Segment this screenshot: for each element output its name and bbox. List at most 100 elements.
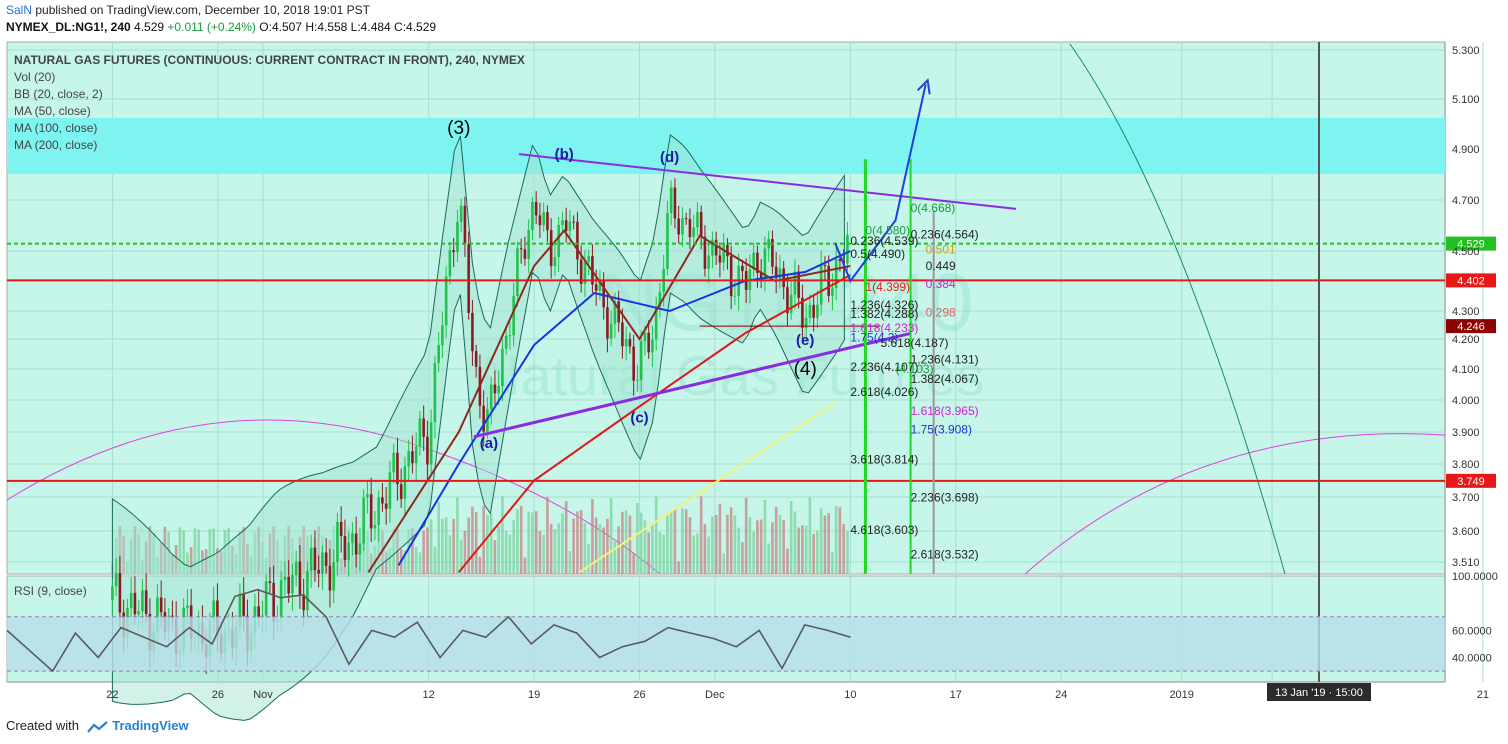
volume-bar — [429, 519, 433, 574]
candle-body — [628, 338, 632, 347]
projection-arrowhead — [916, 78, 931, 95]
candle-body — [636, 379, 639, 381]
volume-bar — [564, 501, 568, 574]
x-tick-label: 12 — [423, 689, 435, 701]
candle-body — [366, 494, 369, 498]
tradingview-brand[interactable]: TradingView — [112, 718, 189, 733]
candle-body — [392, 452, 395, 473]
triangle-lower-line — [473, 331, 911, 439]
rsi-title[interactable]: RSI (9, close) — [14, 584, 87, 598]
rsi-tick-label: 40.0000 — [1452, 653, 1492, 665]
fib-label: 1.75(4.2) — [850, 331, 898, 345]
fib-label: 0.384 — [926, 277, 956, 291]
author-link[interactable]: SalN — [6, 3, 33, 17]
legend-ma100[interactable]: MA (100, close) — [14, 121, 97, 135]
volume-bar — [756, 520, 759, 574]
fib-label: 0.298 — [926, 305, 956, 319]
volume-bar — [632, 554, 635, 574]
candle-body — [504, 335, 508, 349]
fib-label: 0.449 — [926, 259, 956, 273]
candle-body — [774, 266, 778, 279]
projection-path — [834, 84, 927, 284]
volume-bar — [816, 530, 819, 574]
volume-bar — [643, 520, 647, 574]
fib-arc-right — [1024, 433, 1446, 575]
wave-label: (d) — [660, 149, 679, 166]
candle-body — [339, 521, 343, 537]
candle-body — [587, 256, 590, 262]
legend-vol[interactable]: Vol (20) — [14, 70, 55, 84]
volume-bar — [459, 539, 463, 574]
candle-body — [437, 345, 440, 363]
volume-bar — [673, 509, 677, 574]
candle-body — [279, 580, 283, 620]
volume-bar — [553, 528, 557, 574]
candle-body — [343, 536, 347, 560]
ma-yellow-line — [578, 402, 836, 574]
volume-bar — [193, 528, 197, 574]
volume-bar — [831, 552, 834, 574]
candle-body — [309, 547, 313, 571]
candle-body — [441, 325, 444, 346]
candle-body — [369, 494, 373, 529]
candle-body — [834, 259, 838, 289]
candle-body — [553, 256, 557, 267]
candle-body — [729, 256, 733, 297]
candle-body — [523, 249, 527, 259]
volume-bar — [501, 496, 504, 574]
candle-body — [159, 597, 163, 613]
volume-bar — [651, 525, 654, 574]
volume-bar — [437, 501, 440, 574]
volume-bar — [384, 551, 388, 574]
candle-body — [141, 590, 144, 612]
candle-body — [426, 436, 429, 465]
candle-body — [579, 259, 583, 284]
candle-body — [752, 252, 755, 270]
candle-body — [294, 561, 298, 576]
volume-bar — [636, 502, 639, 574]
volume-bar — [654, 496, 658, 574]
candle-body — [647, 332, 650, 353]
candle-body — [711, 239, 714, 256]
fib-label: 1.236(4.131) — [911, 353, 979, 367]
candle-body — [129, 592, 133, 609]
fib-labels: 0(4.580)0(4.668) 0.236(4.564)0.236(4.539)… — [850, 201, 978, 561]
chart-title: NATURAL GAS FUTURES (CONTINUOUS: CURRENT… — [14, 53, 525, 67]
legend-ma200[interactable]: MA (200, close) — [14, 138, 97, 152]
candle-body — [396, 452, 399, 485]
volume-bar — [504, 531, 508, 574]
moving-averages — [367, 228, 851, 573]
volume-bar — [411, 528, 414, 574]
volume-bar — [208, 529, 212, 574]
volume-bar — [482, 506, 485, 574]
volume-bar — [519, 506, 523, 574]
ma200-line — [458, 274, 851, 573]
volume-bar — [782, 519, 785, 574]
candle-body — [546, 212, 549, 231]
volume-bar — [433, 546, 437, 574]
volume-bar — [812, 534, 815, 574]
legend-ma50[interactable]: MA (50, close) — [14, 104, 91, 118]
candle-body — [576, 221, 579, 260]
volume-bar — [639, 512, 643, 574]
volume-bar — [688, 517, 692, 574]
x-tick-label: 17 — [950, 689, 962, 701]
last-price: 4.529 — [134, 20, 165, 34]
volume-bar — [666, 513, 669, 574]
volume-bar — [778, 514, 782, 574]
fib-label: 0(4.580) — [865, 224, 910, 238]
candle-body — [508, 335, 512, 337]
volume-bar — [692, 535, 695, 574]
candle-body — [632, 346, 635, 381]
volume-bar — [531, 512, 534, 574]
volume-bar — [403, 550, 407, 574]
candle-body — [759, 272, 763, 279]
candle-body — [388, 472, 392, 509]
candle-body — [317, 569, 320, 574]
candle-body — [414, 446, 418, 464]
candle-body — [688, 219, 692, 238]
volume-bar — [699, 496, 703, 574]
candle-body — [459, 205, 463, 222]
legend-bb[interactable]: BB (20, close, 2) — [14, 87, 103, 101]
